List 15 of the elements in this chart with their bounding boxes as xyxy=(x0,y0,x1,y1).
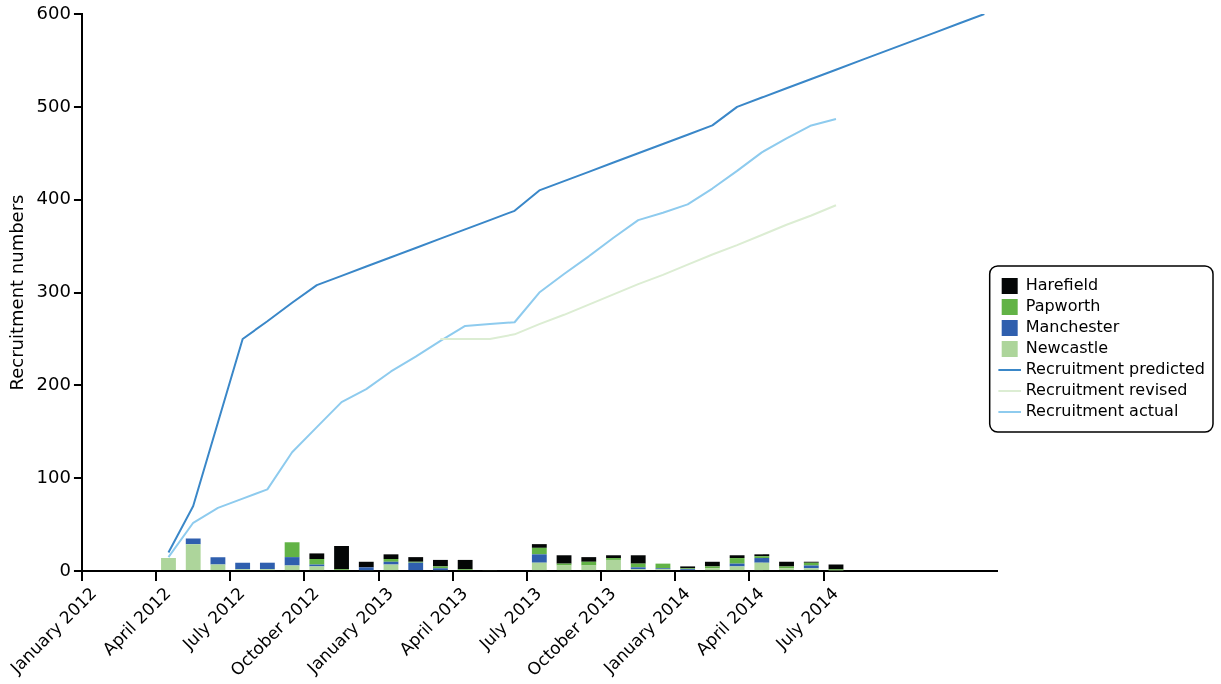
y-tick-label: 100 xyxy=(36,465,71,487)
legend-label: Recruitment actual xyxy=(1025,401,1179,421)
legend-label: Newcastle xyxy=(1025,338,1109,358)
y-tick-label: 0 xyxy=(59,558,71,580)
y-axis-title: Recruitment numbers xyxy=(6,194,28,391)
legend-label: Manchester xyxy=(1025,317,1120,337)
y-tick-label: 400 xyxy=(36,187,71,209)
legend-label: Recruitment revised xyxy=(1025,380,1188,400)
y-tick-label: 500 xyxy=(36,94,71,116)
legend-label: Recruitment predicted xyxy=(1025,359,1206,379)
legend-label: Papworth xyxy=(1025,296,1101,316)
y-tick-label: 300 xyxy=(36,280,71,302)
y-tick-label: 600 xyxy=(36,1,71,23)
legend-label: Harefield xyxy=(1025,275,1099,295)
y-tick-label: 200 xyxy=(36,373,71,395)
